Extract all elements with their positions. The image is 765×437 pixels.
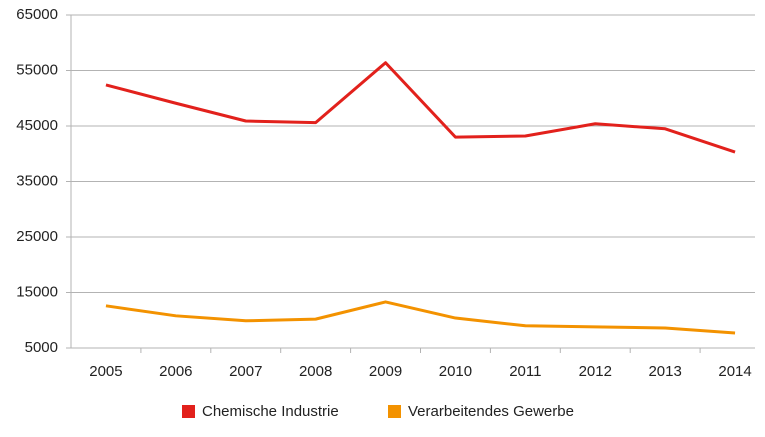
x-tick-label: 2011 — [509, 363, 541, 380]
legend-label: Chemische Industrie — [202, 403, 339, 420]
x-tick-label: 2008 — [299, 363, 332, 380]
x-tick-label: 2005 — [89, 363, 122, 380]
legend-swatch — [388, 405, 401, 418]
x-tick-label: 2014 — [718, 363, 751, 380]
y-tick-label: 35000 — [16, 172, 58, 189]
series-line — [105, 300, 736, 335]
y-tick-label: 5000 — [25, 339, 58, 356]
x-tick-label: 2013 — [648, 363, 681, 380]
legend-label: Verarbeitendes Gewerbe — [408, 403, 574, 420]
y-tick-label: 55000 — [16, 61, 58, 78]
y-tick-label: 65000 — [16, 6, 58, 23]
x-tick-label: 2009 — [369, 363, 402, 380]
x-tick-label: 2010 — [439, 363, 472, 380]
x-tick-label: 2007 — [229, 363, 262, 380]
x-tick-label: 2012 — [579, 363, 612, 380]
series-line — [105, 61, 736, 154]
x-tick-label: 2006 — [159, 363, 192, 380]
y-tick-label: 25000 — [16, 228, 58, 245]
y-tick-label: 45000 — [16, 117, 58, 134]
y-tick-label: 15000 — [16, 283, 58, 300]
legend-swatch — [182, 405, 195, 418]
